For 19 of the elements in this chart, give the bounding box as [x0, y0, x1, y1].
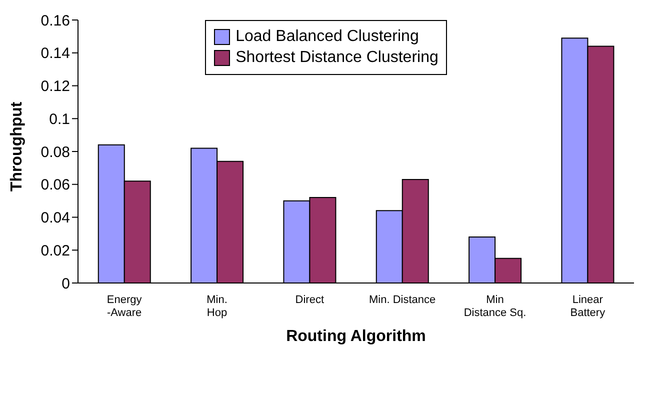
y-tick-label: 0 — [62, 275, 70, 292]
y-tick-label: 0.04 — [40, 210, 70, 227]
x-tick-label: Linear Battery — [570, 294, 606, 319]
y-tick-label: 0.14 — [40, 45, 70, 62]
y-tick-label: 0.16 — [40, 12, 70, 30]
y-tick-label: 0.08 — [40, 144, 70, 161]
y-tick-label: 0.12 — [40, 78, 70, 96]
x-tick-label: Energy -Aware — [106, 294, 142, 319]
y-tick-label: 0.1 — [49, 110, 70, 128]
y-tick-label: 0.02 — [40, 242, 70, 260]
y-tick-label: 0.06 — [40, 176, 70, 194]
y-axis-title: Throughput — [8, 101, 26, 192]
x-tick-label: Min. Distance — [369, 294, 436, 306]
x-tick-label: Direct — [295, 294, 324, 306]
x-axis-title: Routing Algorithm — [286, 328, 426, 345]
x-tick-label: Min. Hop — [206, 294, 228, 319]
legend-label: Shortest Distance Clustering — [236, 49, 438, 67]
x-tick-label: Min Distance Sq. — [464, 294, 526, 319]
legend-label: Load Balanced Clustering — [236, 28, 419, 46]
